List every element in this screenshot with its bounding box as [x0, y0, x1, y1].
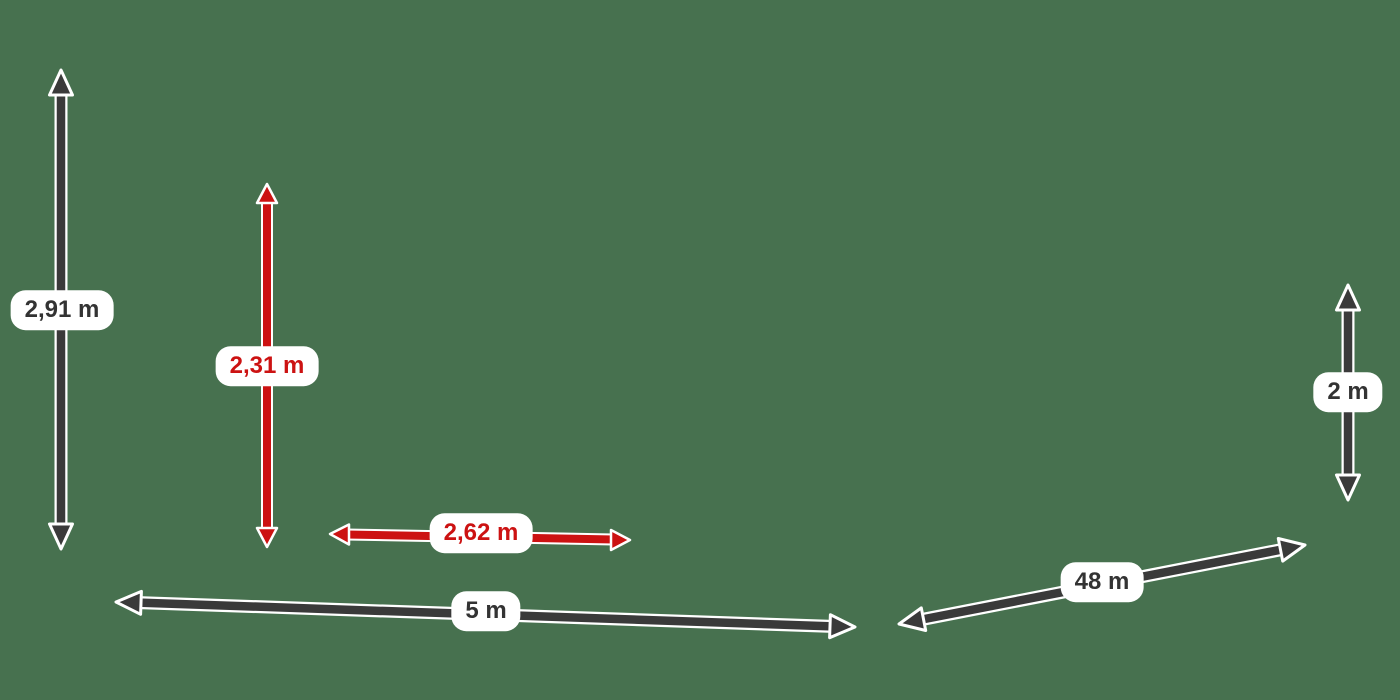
label-inner-width: 2,62 m: [429, 513, 533, 553]
label-overall-height: 2,91 m: [10, 290, 114, 330]
label-right-height: 2 m: [1313, 372, 1383, 412]
label-overall-width: 5 m: [451, 591, 521, 631]
label-length: 48 m: [1060, 562, 1144, 602]
label-inner-height: 2,31 m: [215, 346, 319, 386]
